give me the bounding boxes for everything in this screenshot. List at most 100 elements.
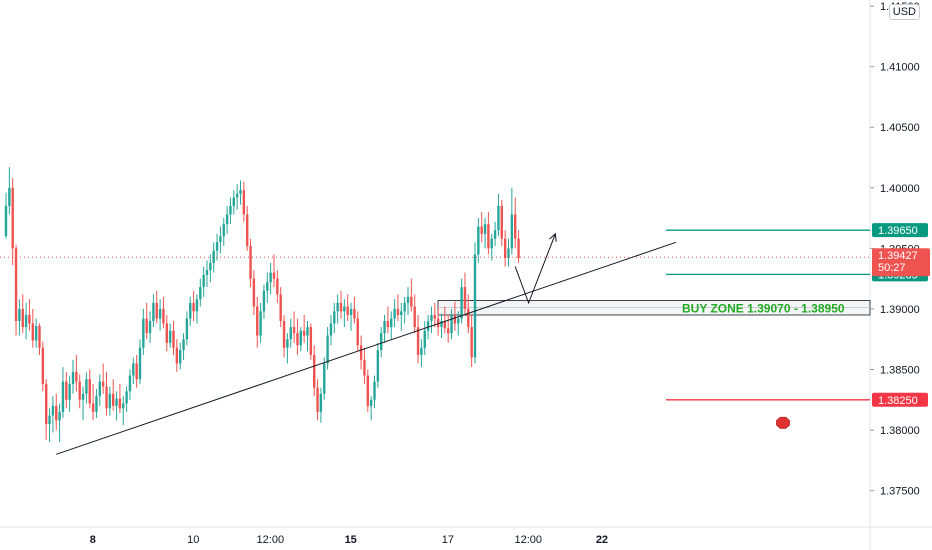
candle-body bbox=[359, 345, 363, 360]
candle-body bbox=[65, 381, 68, 400]
candle-body bbox=[497, 205, 500, 231]
candle-body bbox=[81, 393, 85, 400]
candle-body bbox=[246, 214, 249, 246]
candle-body bbox=[68, 384, 71, 400]
candle-body bbox=[433, 314, 436, 319]
candle-body bbox=[78, 381, 81, 400]
candle-body bbox=[286, 339, 289, 348]
candle-body bbox=[199, 287, 202, 300]
candles bbox=[4, 167, 520, 443]
price-tick-label: 1.40000 bbox=[880, 183, 920, 195]
candle-body bbox=[410, 296, 413, 307]
candle-body bbox=[172, 330, 175, 348]
candle-body bbox=[326, 335, 329, 364]
candle-body bbox=[205, 270, 209, 276]
candle-body bbox=[88, 379, 91, 404]
candle-body bbox=[329, 323, 333, 336]
candle-body bbox=[242, 190, 246, 215]
time-axis[interactable]: 8 10 12:00 15 17 12:00 22 bbox=[90, 534, 608, 546]
candle-body bbox=[152, 302, 155, 322]
countdown-label: 50:27 bbox=[878, 262, 906, 274]
candle-body bbox=[400, 311, 403, 315]
candle-body bbox=[282, 321, 286, 348]
candle-body bbox=[24, 314, 28, 328]
candle-body bbox=[21, 308, 24, 328]
candle-body bbox=[373, 381, 376, 400]
candle-body bbox=[38, 325, 41, 348]
candle-body bbox=[125, 391, 128, 404]
time-tick-label: 12:00 bbox=[257, 534, 285, 546]
projection-path bbox=[514, 233, 556, 305]
candle-body bbox=[4, 205, 8, 237]
drawings: BUY ZONE 1.39070 - 1.38950 bbox=[0, 229, 870, 455]
candle-body bbox=[192, 302, 195, 312]
candle-body bbox=[289, 327, 292, 340]
candle-body bbox=[202, 275, 205, 288]
candle-body bbox=[366, 375, 369, 406]
candle-body bbox=[380, 333, 383, 351]
candle-body bbox=[229, 205, 232, 215]
candle-body bbox=[175, 347, 179, 364]
candle-body bbox=[55, 405, 58, 421]
price-tick-label: 1.38000 bbox=[880, 425, 920, 437]
candle-body bbox=[18, 308, 21, 322]
candle-body bbox=[85, 379, 88, 394]
price-tick-label: 1.39000 bbox=[880, 304, 920, 316]
level-badge-target bbox=[872, 223, 928, 238]
candle-body bbox=[346, 306, 349, 315]
candle-body bbox=[162, 308, 165, 324]
candle-body bbox=[517, 238, 520, 259]
stop-sign-icon bbox=[776, 416, 790, 429]
candle-body bbox=[457, 318, 460, 324]
candle-body bbox=[145, 318, 148, 334]
candle-body bbox=[460, 287, 463, 319]
current-price-label: 1.39427 bbox=[878, 250, 918, 262]
candle-body bbox=[34, 325, 38, 341]
time-tick-label: 12:00 bbox=[514, 534, 542, 546]
level-badge-label: 1.38250 bbox=[878, 395, 918, 407]
candle-body bbox=[426, 321, 430, 331]
candle-body bbox=[339, 302, 343, 312]
candle-body bbox=[155, 302, 158, 319]
candle-body bbox=[75, 371, 78, 382]
candle-body bbox=[436, 318, 440, 328]
currency-label[interactable]: USD bbox=[888, 4, 920, 20]
candle-body bbox=[269, 272, 272, 283]
candle-body bbox=[239, 190, 242, 194]
candle-body bbox=[195, 299, 199, 312]
candle-body bbox=[11, 187, 14, 249]
time-tick-label: 22 bbox=[596, 534, 608, 546]
candle-body bbox=[490, 238, 493, 249]
candle-body bbox=[390, 318, 393, 328]
candle-body bbox=[296, 333, 299, 346]
candle-body bbox=[316, 387, 319, 412]
candle-body bbox=[132, 363, 135, 376]
candle-body bbox=[453, 314, 457, 324]
candle-body bbox=[403, 302, 406, 312]
candle-body bbox=[215, 242, 219, 251]
candle-body bbox=[306, 327, 309, 336]
candle-body bbox=[266, 282, 269, 291]
candle-body bbox=[420, 347, 423, 355]
candle-body bbox=[138, 347, 142, 380]
candle-body bbox=[61, 381, 65, 412]
candle-body bbox=[430, 314, 433, 322]
candle-body bbox=[222, 224, 225, 237]
candle-body bbox=[413, 306, 416, 328]
candle-body bbox=[71, 371, 75, 385]
price-axis[interactable]: 1.375001.380001.385001.390001.395001.400… bbox=[870, 1, 930, 498]
candle-body bbox=[128, 375, 132, 392]
candle-body bbox=[500, 205, 503, 239]
price-tick-label: 1.37500 bbox=[880, 486, 920, 498]
candle-body bbox=[493, 230, 497, 239]
candle-body bbox=[353, 308, 356, 319]
candle-body bbox=[185, 318, 189, 340]
candle-body bbox=[299, 330, 302, 346]
candle-body bbox=[118, 398, 122, 409]
candle-body bbox=[443, 321, 447, 329]
buy-zone-label: BUY ZONE 1.39070 - 1.38950 bbox=[682, 301, 845, 315]
candle-body bbox=[122, 403, 125, 409]
candle-body bbox=[336, 302, 339, 312]
candle-body bbox=[450, 314, 453, 334]
